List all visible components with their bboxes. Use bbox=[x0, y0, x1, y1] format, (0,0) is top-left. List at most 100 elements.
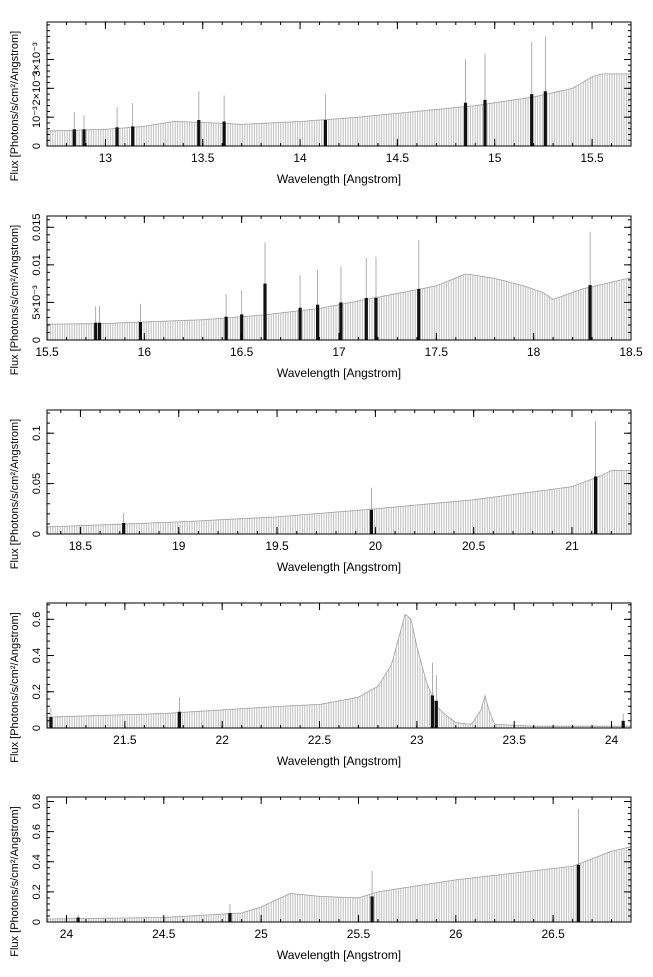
x-tick-label: 18.5 bbox=[69, 539, 93, 553]
y-tick-label: 0.1 bbox=[31, 426, 43, 441]
x-tick-label: 15.5 bbox=[35, 345, 59, 359]
y-tick-label: 0.6 bbox=[31, 612, 43, 627]
continuum-envelope bbox=[46, 73, 631, 132]
continuum-model bbox=[47, 847, 630, 922]
line-bar-2 bbox=[228, 913, 232, 922]
y-tick-label: 0.4 bbox=[31, 648, 43, 663]
y-tick-label: 3×10⁻³ bbox=[31, 42, 43, 77]
x-tick-label: 14 bbox=[293, 151, 307, 165]
y-tick-label: 0 bbox=[31, 337, 43, 343]
y-tick-label: 0.015 bbox=[31, 214, 43, 242]
x-tick-label: 13 bbox=[99, 151, 113, 165]
y-tick-label: 0.05 bbox=[31, 473, 43, 494]
y-tick-label: 0 bbox=[31, 531, 43, 537]
panel-5: 24 24.5 25 25.5 26 26.5 0 0.2 0.4 0.6 0.8 Wavelengt… bbox=[9, 794, 632, 962]
line-bar-10 bbox=[530, 94, 534, 146]
y-axis-label: Flux [Photons/s/cm²/Angstrom] bbox=[9, 612, 21, 762]
y-tick-label: 0 bbox=[31, 143, 43, 149]
y-tick-label: 2×10⁻³ bbox=[31, 71, 43, 106]
x-tick-label: 22 bbox=[216, 733, 230, 747]
x-tick-label: 23.5 bbox=[503, 733, 527, 747]
y-tick-label: 0 bbox=[31, 725, 43, 731]
continuum-envelope bbox=[47, 846, 632, 920]
line-bar-6 bbox=[222, 121, 226, 146]
line-bar-4 bbox=[131, 126, 135, 146]
y-tick-label: 5×10⁻³ bbox=[31, 285, 43, 320]
y-axis-label: Flux [Photons/s/cm²/Angstrom] bbox=[9, 31, 21, 181]
continuum-envelope bbox=[47, 470, 631, 528]
line-bar-10 bbox=[364, 297, 368, 340]
panel-2: 15.5 16 16.5 17 17.5 18 18.5 0 5×10⁻³ 0.01 0.015 Wa… bbox=[9, 214, 643, 380]
line-bar-4 bbox=[224, 316, 228, 340]
x-tick-label: 18 bbox=[527, 345, 541, 359]
line-bar-2 bbox=[82, 129, 86, 146]
line-bar-1 bbox=[94, 322, 98, 340]
x-tick-label: 16 bbox=[138, 345, 152, 359]
line-bar-2 bbox=[177, 711, 181, 728]
y-tick-label: 0.01 bbox=[31, 254, 43, 275]
x-tick-label: 24 bbox=[60, 927, 74, 941]
x-tick-label: 23 bbox=[410, 733, 424, 747]
line-bar-13 bbox=[588, 285, 592, 340]
continuum-model bbox=[47, 470, 630, 534]
line-bar-8 bbox=[316, 304, 320, 340]
x-axis-label: Wavelength [Angstrom] bbox=[277, 172, 401, 186]
x-tick-label: 26 bbox=[449, 927, 463, 941]
line-bar-1 bbox=[49, 717, 53, 728]
line-bar-2 bbox=[369, 509, 373, 534]
y-tick-label: 0.2 bbox=[31, 884, 43, 899]
x-axis-label: Wavelength [Angstrom] bbox=[277, 366, 401, 380]
line-bar-6 bbox=[263, 283, 267, 340]
line-bar-4 bbox=[434, 700, 438, 728]
x-tick-label: 15 bbox=[488, 151, 502, 165]
line-bar-4 bbox=[576, 864, 580, 922]
continuum-model bbox=[47, 614, 630, 728]
line-bar-8 bbox=[463, 102, 468, 146]
plot-frame bbox=[46, 215, 632, 341]
x-tick-label: 24 bbox=[605, 733, 619, 747]
y-axis-label: Flux [Photons/s/cm²/Angstrom] bbox=[9, 806, 21, 956]
line-bar-5 bbox=[197, 120, 201, 146]
x-axis-label: Wavelength [Angstrom] bbox=[277, 948, 401, 962]
x-tick-label: 16.5 bbox=[230, 345, 254, 359]
x-tick-label: 13.5 bbox=[191, 151, 215, 165]
line-bar-12 bbox=[417, 288, 421, 340]
x-tick-label: 21.5 bbox=[113, 733, 137, 747]
y-tick-label: 0.6 bbox=[31, 824, 43, 839]
line-bar-9 bbox=[483, 99, 487, 146]
continuum-model bbox=[47, 73, 630, 146]
y-tick-label: 0.2 bbox=[31, 684, 43, 699]
line-bar-5 bbox=[240, 314, 244, 340]
y-tick-label: 0.4 bbox=[31, 854, 43, 869]
x-tick-label: 15.5 bbox=[580, 151, 604, 165]
x-tick-label: 20 bbox=[369, 539, 383, 553]
line-bar-2 bbox=[98, 322, 102, 340]
x-tick-label: 26.5 bbox=[541, 927, 565, 941]
y-tick-label: 0 bbox=[31, 919, 43, 925]
x-tick-label: 22.5 bbox=[308, 733, 332, 747]
line-bar-11 bbox=[543, 91, 547, 146]
panel-4: 21.5 22 22.5 23 23.5 24 0 0.2 0.4 0.6 Wavelength [… bbox=[9, 602, 632, 768]
line-bar-3 bbox=[138, 322, 142, 340]
x-axis-label: Wavelength [Angstrom] bbox=[277, 560, 401, 574]
line-bar-1 bbox=[72, 129, 76, 146]
plot-frame bbox=[46, 602, 632, 729]
x-tick-label: 19 bbox=[172, 539, 186, 553]
continuum-envelope bbox=[47, 273, 632, 325]
y-axis-label: Flux [Photons/s/cm²/Angstrom] bbox=[9, 225, 21, 375]
x-tick-label: 18.5 bbox=[619, 345, 643, 359]
line-bar-3 bbox=[594, 476, 598, 534]
panel-1: 13 13.5 14 14.5 15 15.5 0 10⁻³2×10⁻³3×10⁻³ Wavel… bbox=[9, 21, 632, 186]
x-tick-label: 24.5 bbox=[152, 927, 176, 941]
line-bar-1 bbox=[122, 522, 126, 534]
x-tick-label: 25.5 bbox=[347, 927, 371, 941]
panel-3: 18.5 19 19.5 20 20.5 21 0 0.05 0.1 Wavelength [An… bbox=[9, 409, 632, 574]
plot-frame bbox=[46, 409, 632, 535]
y-tick-label: 0.8 bbox=[31, 794, 43, 809]
line-bar-11 bbox=[374, 297, 378, 340]
y-axis-label: Flux [Photons/s/cm²/Angstrom] bbox=[9, 419, 21, 569]
x-tick-label: 17 bbox=[332, 345, 346, 359]
continuum-model bbox=[47, 273, 630, 340]
